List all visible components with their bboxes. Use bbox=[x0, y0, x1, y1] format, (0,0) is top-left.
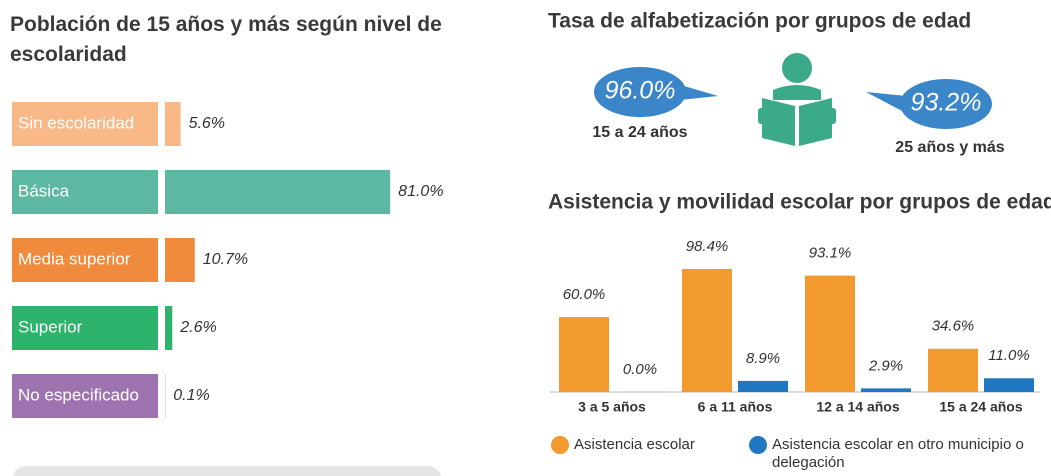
legend-entry: Asistencia escolar en otro municipio o d… bbox=[772, 436, 1024, 471]
category-label: Superior bbox=[18, 317, 83, 336]
category-box bbox=[12, 374, 158, 418]
legend-swatch bbox=[749, 436, 767, 454]
bubble bbox=[594, 67, 686, 117]
bubble bbox=[900, 79, 992, 129]
value-label: 0.1% bbox=[173, 387, 209, 404]
bubble-tail bbox=[680, 86, 718, 100]
bar bbox=[165, 102, 181, 146]
category-label: Básica bbox=[18, 181, 70, 200]
value-label: 5.6% bbox=[189, 115, 225, 132]
x-tick-label: 12 a 14 años bbox=[816, 399, 899, 415]
category-box bbox=[12, 170, 158, 214]
category-box bbox=[12, 102, 158, 146]
bar bbox=[165, 170, 391, 214]
category-label: Sin escolaridad bbox=[18, 113, 134, 132]
x-tick-label: 15 a 24 años bbox=[939, 399, 1022, 415]
legend-label: Asistencia escolar bbox=[574, 436, 695, 453]
literacy-value: 93.2% bbox=[911, 89, 982, 117]
value-label: 93.1% bbox=[809, 245, 852, 262]
left-title-box: Población de 15 años y más según nivel d… bbox=[10, 13, 442, 66]
bar bbox=[738, 380, 788, 392]
reader-icon bbox=[758, 53, 836, 146]
value-label: 81.0% bbox=[398, 183, 443, 200]
literacy-value: 96.0% bbox=[605, 77, 676, 105]
value-label: 98.4% bbox=[686, 238, 729, 255]
x-tick-label: 6 a 11 años bbox=[698, 399, 773, 415]
bar bbox=[861, 388, 911, 392]
value-label: 8.9% bbox=[746, 350, 780, 367]
value-label: 0.0% bbox=[623, 361, 657, 378]
legend-label: Asistencia escolar en otro municipio o d… bbox=[772, 436, 1024, 471]
value-label: 11.0% bbox=[988, 347, 1029, 364]
value-label: 34.6% bbox=[932, 318, 975, 335]
category-box bbox=[12, 238, 158, 282]
bubble-tail bbox=[866, 92, 906, 112]
left-title-text: Población de 15 años y más según nivel d… bbox=[10, 13, 442, 66]
category-box bbox=[12, 306, 158, 350]
bar bbox=[165, 238, 195, 282]
legend-swatch bbox=[551, 436, 569, 454]
bar bbox=[984, 378, 1034, 392]
category-label: Media superior bbox=[18, 249, 131, 268]
x-tick-label: 3 a 5 años bbox=[578, 399, 646, 415]
bar bbox=[165, 306, 173, 350]
legend-entry: Asistencia escolar bbox=[574, 436, 695, 453]
value-label: 2.9% bbox=[868, 357, 903, 374]
bar bbox=[559, 317, 609, 392]
decor-bar bbox=[12, 466, 442, 476]
value-label: 10.7% bbox=[203, 251, 248, 268]
value-label: 60.0% bbox=[563, 286, 606, 303]
category-label: No especificado bbox=[18, 385, 139, 404]
chart-title: Asistencia y movilidad escolar por grupo… bbox=[548, 191, 1051, 214]
bar bbox=[682, 269, 732, 392]
literacy-label: 25 años y más bbox=[895, 139, 1005, 156]
literacy-title: Tasa de alfabetización por grupos de eda… bbox=[548, 10, 971, 33]
bar bbox=[928, 348, 978, 392]
bar bbox=[805, 275, 855, 392]
value-label: 2.6% bbox=[179, 319, 216, 336]
literacy-label: 15 a 24 años bbox=[592, 124, 687, 141]
